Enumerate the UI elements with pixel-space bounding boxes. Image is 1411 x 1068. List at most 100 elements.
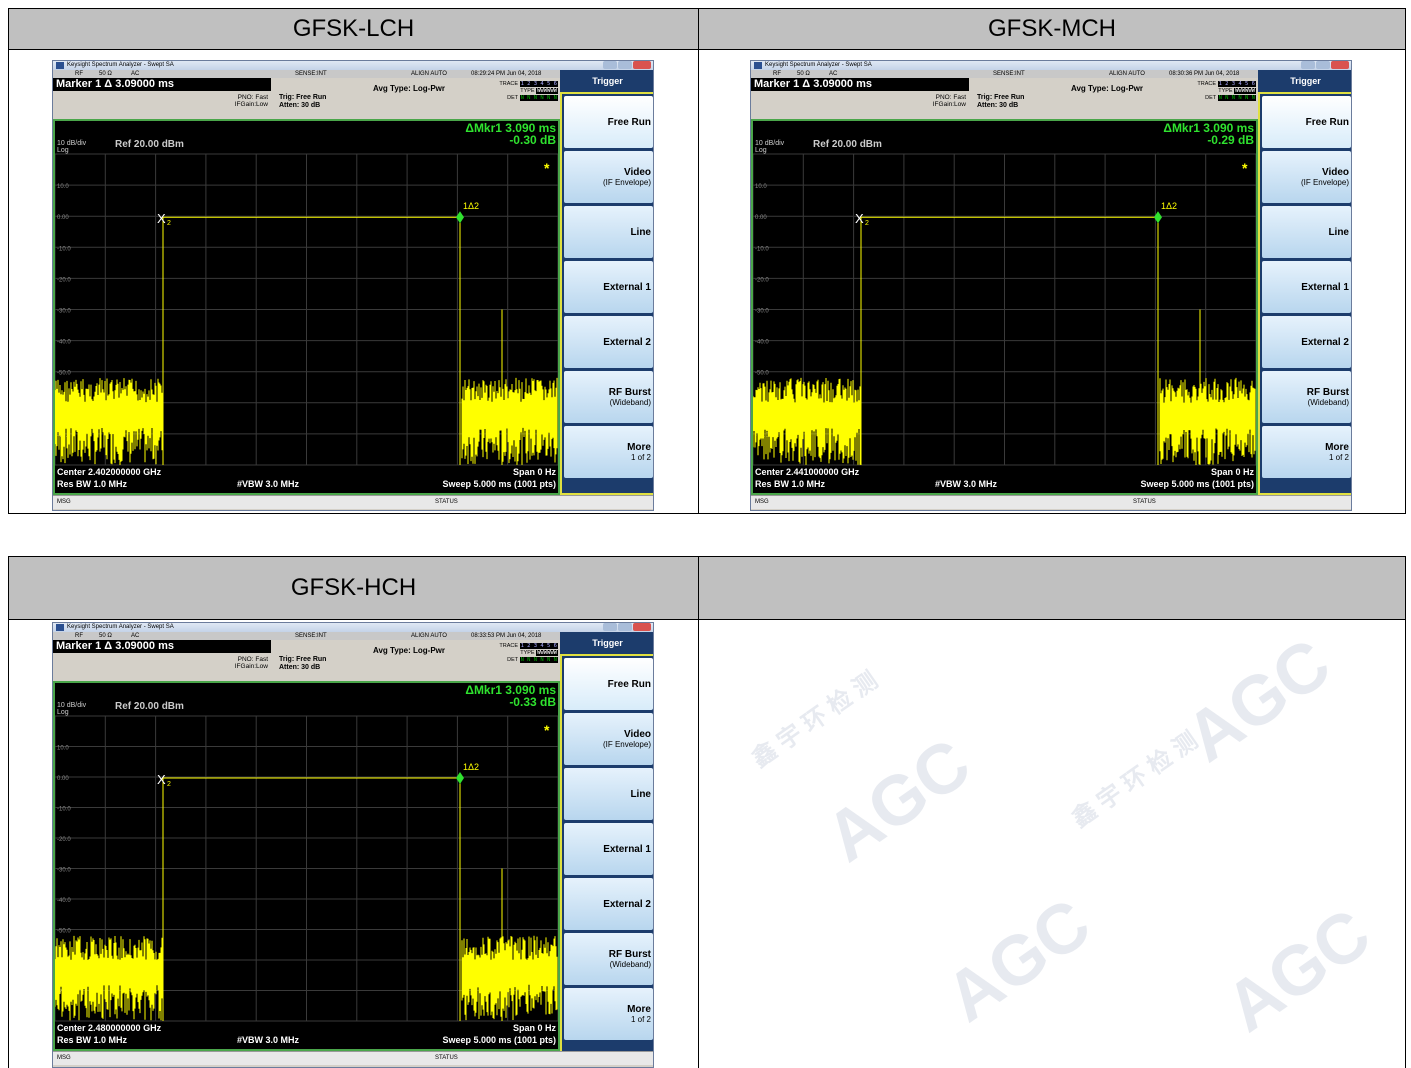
softkey-sublabel: 1 of 2	[1328, 453, 1349, 462]
minimize-button[interactable]	[603, 61, 617, 69]
close-button[interactable]	[633, 61, 651, 69]
softkey-external-2[interactable]: External 2	[1262, 316, 1351, 368]
softkey-external-2[interactable]: External 2	[564, 316, 653, 368]
spectrum-plot: 10.00.00-10.0-20.0-30.0-40.0-50.0-60.0-7…	[753, 121, 1256, 489]
spectrum-analyzer-hch: Keysight Spectrum Analyzer - Swept SA RF…	[52, 622, 654, 1068]
rf-label: RF	[773, 71, 781, 77]
sense-label: SENSE:INT	[993, 71, 1025, 77]
align-label: ALIGN AUTO	[411, 633, 447, 639]
analyzer-screen[interactable]: 10.0 0.00 -10.0 -20.0 -30.0 -40.0 -50.0 -60.0 -7…	[53, 681, 560, 1051]
softkey-video[interactable]: Video (IF Envelope)	[564, 713, 653, 765]
noise-floor-trace	[55, 377, 558, 465]
softkey-rf-burst[interactable]: RF Burst (Wideband)	[564, 933, 653, 985]
timestamp: 08:33:53 PM Jun 04, 2018	[471, 633, 542, 639]
softkey-label: Free Run	[1305, 116, 1349, 128]
softkey-more[interactable]: More 1 of 2	[564, 426, 653, 478]
cell-empty	[698, 619, 1406, 1068]
softkey-rf-burst[interactable]: RF Burst (Wideband)	[564, 371, 653, 423]
burst-trace	[860, 216, 1159, 465]
rbw-label: Res BW 1.0 MHz	[57, 1035, 128, 1045]
noise-floor-trace	[55, 935, 558, 1021]
center-frequency: Center 2.441000000 GHz	[755, 467, 860, 477]
status-bar: RF 50 Ω AC SENSE:INT ALIGN AUTO 08:30:36…	[751, 70, 1258, 78]
delta-marker-readout: ΔMkr1 3.090 ms	[465, 683, 556, 697]
close-button[interactable]	[1331, 61, 1349, 69]
delta-marker-readout: ΔMkr1 3.090 ms	[1163, 121, 1254, 135]
close-button[interactable]	[633, 623, 651, 631]
softkey-rf-burst[interactable]: RF Burst (Wideband)	[1262, 371, 1351, 423]
analyzer-screen[interactable]: 10.0 0.00 -10.0 -20.0 -30.0 -40.0 -50.0 -60.0 -7…	[751, 119, 1258, 495]
marker-1-label: 1Δ2	[463, 762, 479, 772]
span-label: Span 0 Hz	[513, 467, 557, 477]
marker-diamond-icon	[456, 211, 464, 224]
softkey-label: External 2	[1301, 336, 1349, 348]
y-tick-label: 10.0	[57, 184, 69, 190]
softkey-video[interactable]: Video (IF Envelope)	[1262, 151, 1351, 203]
softkey-sublabel: (Wideband)	[609, 960, 651, 969]
softkey-line[interactable]: Line	[1262, 206, 1351, 258]
pno-setting: PNO: Fast IFGain:Low	[234, 94, 268, 108]
status-label: STATUS	[1133, 499, 1156, 505]
msg-label: MSG	[57, 499, 71, 505]
trace-panel: TRACE 1 2 3 4 5 6 TYPE WWWWWW DET N N N …	[1197, 81, 1256, 101]
window-title-bar: Keysight Spectrum Analyzer - Swept SA	[53, 623, 653, 632]
message-bar: MSG STATUS	[53, 1051, 653, 1065]
softkey-more[interactable]: More 1 of 2	[1262, 426, 1351, 478]
ref-level: Ref 20.00 dBm	[115, 139, 184, 150]
status-label: STATUS	[435, 1055, 458, 1061]
softkey-panel: Trigger Free Run Video (IF Envelope) Line Ex…	[1258, 70, 1351, 495]
softkey-label: More	[627, 1004, 651, 1015]
softkey-more[interactable]: More 1 of 2	[564, 988, 653, 1040]
softkey-label: Video	[1321, 167, 1349, 178]
burst-trace	[162, 216, 461, 465]
maximize-button[interactable]	[618, 61, 632, 69]
softkey-free-run[interactable]: Free Run	[1262, 96, 1351, 148]
softkey-label: Line	[630, 788, 651, 800]
align-label: ALIGN AUTO	[411, 71, 447, 77]
softkey-external-1[interactable]: External 1	[564, 823, 653, 875]
minimize-button[interactable]	[603, 623, 617, 631]
pno-setting: PNO: Fast IFGain:Low	[234, 656, 268, 670]
softkey-menu-title: Trigger	[560, 70, 653, 92]
softkey-menu-title: Trigger	[560, 632, 653, 654]
coupling-label: AC	[829, 71, 838, 77]
y-tick-label: -20.0	[57, 837, 71, 843]
analyzer-screen[interactable]: 10.0 0.00 -10.0 -20.0 -30.0 -40.0 -50.0 -60.0 -7…	[53, 119, 560, 495]
softkey-external-1[interactable]: External 1	[564, 261, 653, 313]
softkey-free-run[interactable]: Free Run	[564, 658, 653, 710]
softkey-line[interactable]: Line	[564, 206, 653, 258]
sweep-label: Sweep 5.000 ms (1001 pts)	[442, 1035, 556, 1045]
pno-setting: PNO: Fast IFGain:Low	[932, 94, 966, 108]
softkey-label: Free Run	[607, 116, 651, 128]
message-bar: MSG STATUS	[751, 495, 1351, 509]
y-tick-label: 0.00	[755, 215, 767, 221]
spectrum-analyzer-lch: Keysight Spectrum Analyzer - Swept SA RF…	[52, 60, 654, 511]
avg-type: Avg Type: Log-Pwr	[1071, 84, 1143, 93]
center-frequency: Center 2.402000000 GHz	[57, 467, 162, 477]
marker-x: X	[157, 772, 166, 787]
softkey-video[interactable]: Video (IF Envelope)	[564, 151, 653, 203]
softkey-label: RF Burst	[608, 949, 651, 960]
softkey-label: External 1	[603, 281, 651, 293]
softkey-external-1[interactable]: External 1	[1262, 261, 1351, 313]
softkey-external-2[interactable]: External 2	[564, 878, 653, 930]
marker-x-sub: 2	[167, 781, 171, 788]
softkey-free-run[interactable]: Free Run	[564, 96, 653, 148]
softkey-menu-title: Trigger	[1258, 70, 1351, 92]
softkey-line[interactable]: Line	[564, 768, 653, 820]
span-label: Span 0 Hz	[1211, 467, 1255, 477]
maximize-button[interactable]	[618, 623, 632, 631]
message-bar: MSG STATUS	[53, 495, 653, 509]
timestamp: 08:29:24 PM Jun 04, 2018	[471, 71, 542, 77]
star-indicator: *	[544, 160, 550, 176]
y-tick-label: -20.0	[57, 277, 71, 283]
maximize-button[interactable]	[1316, 61, 1330, 69]
header-gfsk-hch: GFSK-HCH	[8, 556, 699, 620]
status-panel: RF 50 Ω AC SENSE:INT ALIGN AUTO 08:33:53…	[53, 632, 560, 681]
app-icon	[754, 62, 762, 69]
y-tick-label: -10.0	[57, 807, 71, 813]
window-title-bar: Keysight Spectrum Analyzer - Swept SA	[751, 61, 1351, 70]
sweep-label: Sweep 5.000 ms (1001 pts)	[442, 479, 556, 489]
minimize-button[interactable]	[1301, 61, 1315, 69]
softkey-label: Video	[623, 729, 651, 740]
